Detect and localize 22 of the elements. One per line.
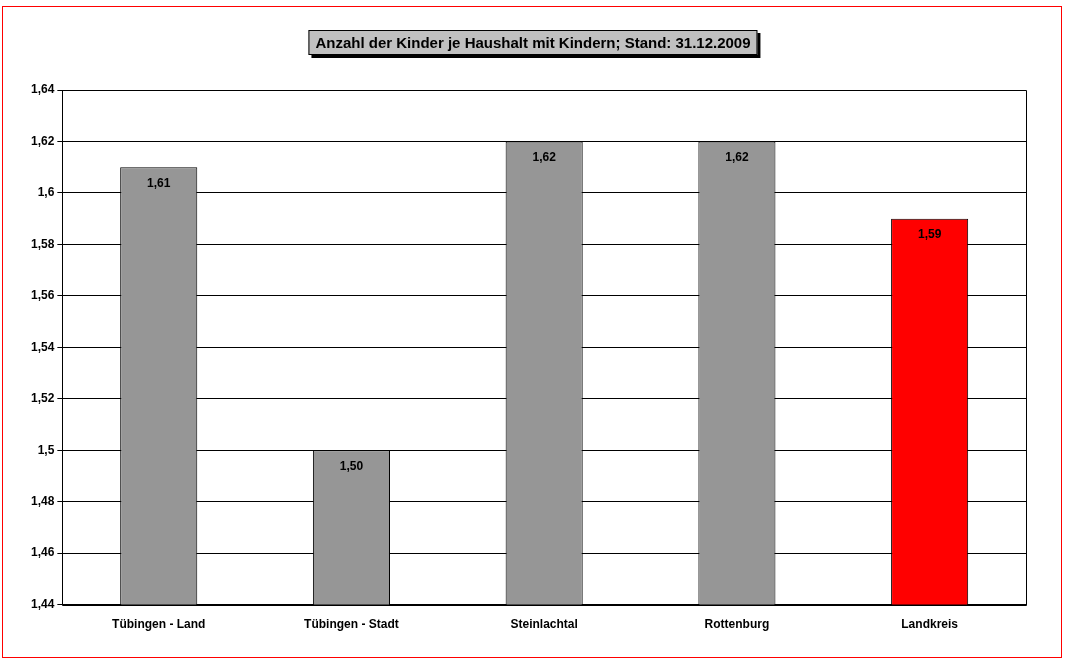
- data-label: 1,62: [532, 149, 557, 164]
- data-label: 1,62: [725, 149, 749, 164]
- y-tick-label: 1,64: [31, 82, 55, 97]
- y-tick-label: 1,58: [31, 236, 55, 251]
- y-tick-label: 1,46: [31, 545, 55, 560]
- x-tick-label: Tübingen - Land: [112, 617, 206, 632]
- x-tick-label: Steinlachtal: [510, 617, 578, 632]
- y-tick-label: 1,44: [31, 596, 55, 611]
- x-tick-label: Tübingen - Stadt: [304, 617, 399, 632]
- data-label: 1,61: [147, 175, 171, 190]
- y-tick-label: 1,54: [31, 339, 55, 354]
- data-label: 1,59: [917, 226, 942, 241]
- y-tick-label: 1,52: [31, 391, 55, 406]
- y-tick-label: 1,48: [31, 493, 55, 508]
- y-tick-label: 1,5: [37, 442, 55, 457]
- y-tick-label: 1,62: [31, 133, 55, 148]
- y-tick-label: 1,56: [31, 288, 55, 303]
- chart-title: Anzahl der Kinder je Haushalt mit Kindern; Stand: 31.12.2009: [308, 30, 758, 55]
- y-tick-label: 1,6: [37, 185, 55, 200]
- x-tick-label: Landkreis: [901, 617, 959, 632]
- x-tick-label: Rottenburg: [704, 617, 770, 632]
- data-label: 1,50: [339, 458, 364, 473]
